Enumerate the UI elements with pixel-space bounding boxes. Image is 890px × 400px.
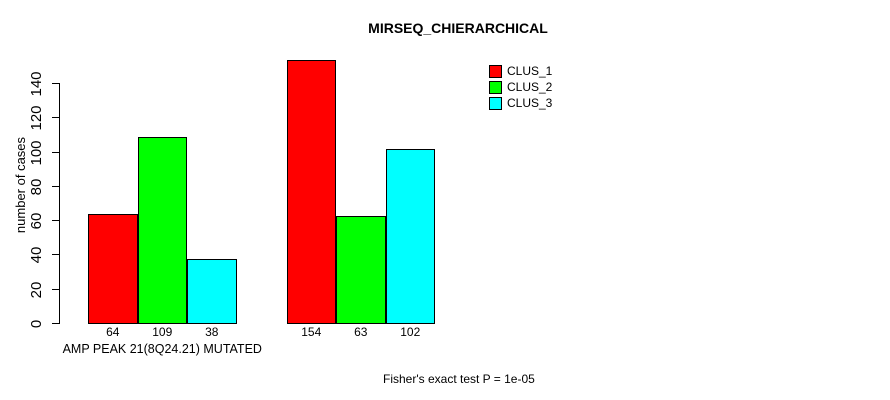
- y-tick: [52, 83, 59, 84]
- bar-CLUS_3-group-0: [187, 258, 237, 324]
- bar-CLUS_1-group-1: [286, 60, 336, 324]
- y-tick: [52, 185, 59, 187]
- y-tick: [52, 254, 59, 256]
- bar-value-label: 64: [106, 325, 120, 339]
- legend-swatch-CLUS_2: [489, 80, 502, 94]
- bar-value-label: 154: [301, 325, 322, 339]
- x-category-label: AMP PEAK 21(8Q24.21) MUTATED: [62, 342, 262, 356]
- y-tick: [52, 323, 59, 324]
- y-tick: [52, 220, 59, 222]
- y-tick-label: 120: [27, 105, 45, 131]
- bar-CLUS_3-group-1: [385, 149, 435, 324]
- bar-value-label: 109: [152, 325, 173, 339]
- legend: CLUS_1 CLUS_2 CLUS_3: [489, 63, 552, 111]
- fisher-test-annotation: Fisher's exact test P = 1e-05: [383, 372, 535, 386]
- legend-swatch-CLUS_1: [489, 64, 502, 78]
- bar-value-label: 63: [354, 325, 368, 339]
- y-axis-line: [59, 83, 60, 324]
- legend-row: CLUS_2: [489, 79, 552, 95]
- y-tick-label: 140: [27, 71, 45, 97]
- bar-CLUS_2-group-1: [336, 216, 386, 324]
- legend-label: CLUS_3: [507, 96, 553, 110]
- bar-value-label: 38: [205, 325, 219, 339]
- legend-row: CLUS_3: [489, 95, 552, 111]
- y-tick-label: 40: [27, 247, 45, 264]
- y-tick-label: 100: [27, 140, 45, 166]
- y-tick-label: 60: [27, 212, 45, 230]
- legend-label: CLUS_2: [507, 80, 553, 94]
- legend-row: CLUS_1: [489, 63, 552, 79]
- y-tick: [52, 151, 59, 153]
- legend-swatch-CLUS_3: [489, 96, 502, 110]
- legend-label: CLUS_1: [507, 64, 553, 78]
- bar-CLUS_1-group-0: [88, 214, 138, 324]
- y-tick: [52, 117, 59, 119]
- bar-value-label: 102: [400, 325, 421, 339]
- bar-CLUS_2-group-0: [137, 137, 187, 324]
- y-tick-label: 0: [27, 319, 45, 329]
- y-tick: [52, 288, 59, 290]
- chart-title: MIRSEQ_CHIERARCHICAL: [368, 20, 548, 36]
- y-tick-label: 20: [27, 281, 45, 299]
